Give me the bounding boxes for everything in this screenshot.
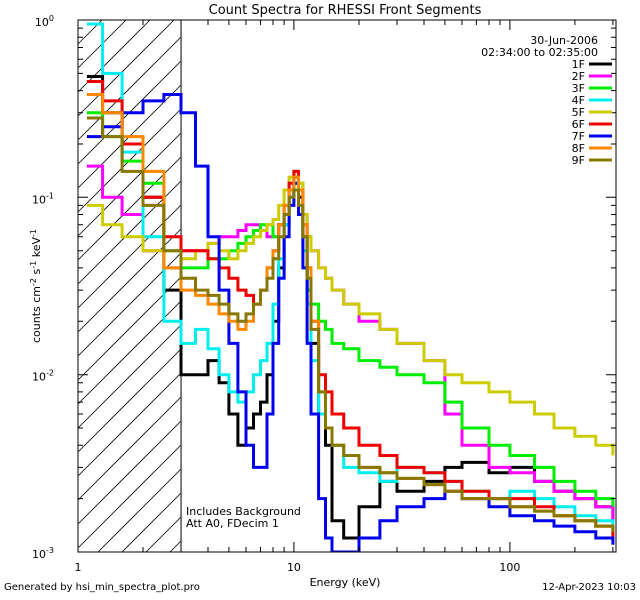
below-threshold-hatch xyxy=(77,19,182,553)
legend-label-9F: 9F xyxy=(572,154,585,167)
x-tick-label: 1 xyxy=(75,561,82,574)
series-layer xyxy=(86,22,615,552)
hatch-lines xyxy=(77,19,182,553)
date-label: 30-Jun-2006 xyxy=(530,34,598,47)
plot-frame xyxy=(77,19,617,553)
legend-label-8F: 8F xyxy=(572,142,585,155)
x-tick-label: 10 xyxy=(287,561,301,574)
tick-marks xyxy=(77,20,616,553)
x-tick-labels: 1 10 100 xyxy=(75,561,521,574)
note-background: Includes Background xyxy=(186,505,301,518)
y-tick-label: 10-1 xyxy=(32,191,54,206)
y-tick-label: 10-2 xyxy=(32,369,54,384)
x-axis-label: Energy (keV) xyxy=(310,576,381,589)
legend-label-5F: 5F xyxy=(572,106,585,119)
time-range-label: 02:34:00 to 02:35:00 xyxy=(481,46,598,59)
footer-generated-by: Generated by hsi_min_spectra_plot.pro xyxy=(4,582,200,593)
legend-label-3F: 3F xyxy=(572,82,585,95)
legend-label-7F: 7F xyxy=(572,130,585,143)
series-line-1F xyxy=(86,75,615,540)
note-attenuator: Att A0, FDecim 1 xyxy=(186,517,279,530)
chart-title: Count Spectra for RHESSI Front Segments xyxy=(209,3,482,18)
footer-timestamp: 12-Apr-2023 10:03 xyxy=(542,582,636,593)
series-line-7F xyxy=(86,93,615,552)
legend-label-4F: 4F xyxy=(572,94,585,107)
axis-ticks xyxy=(77,20,616,553)
y-tick-labels: 10-3 10-2 10-1 100 xyxy=(32,14,54,561)
y-tick-label: 10-3 xyxy=(32,546,54,561)
legend-label-1F: 1F xyxy=(572,58,585,71)
y-tick-label: 100 xyxy=(35,14,54,29)
y-axis-label: counts cm-2 s-1 keV-1 xyxy=(29,229,43,343)
legend-label-2F: 2F xyxy=(572,70,585,83)
series-line-5F xyxy=(86,169,615,456)
series-line-4F xyxy=(86,22,615,527)
x-tick-label: 100 xyxy=(499,561,520,574)
series-line-9F xyxy=(86,116,615,532)
legend-label-6F: 6F xyxy=(572,118,585,131)
